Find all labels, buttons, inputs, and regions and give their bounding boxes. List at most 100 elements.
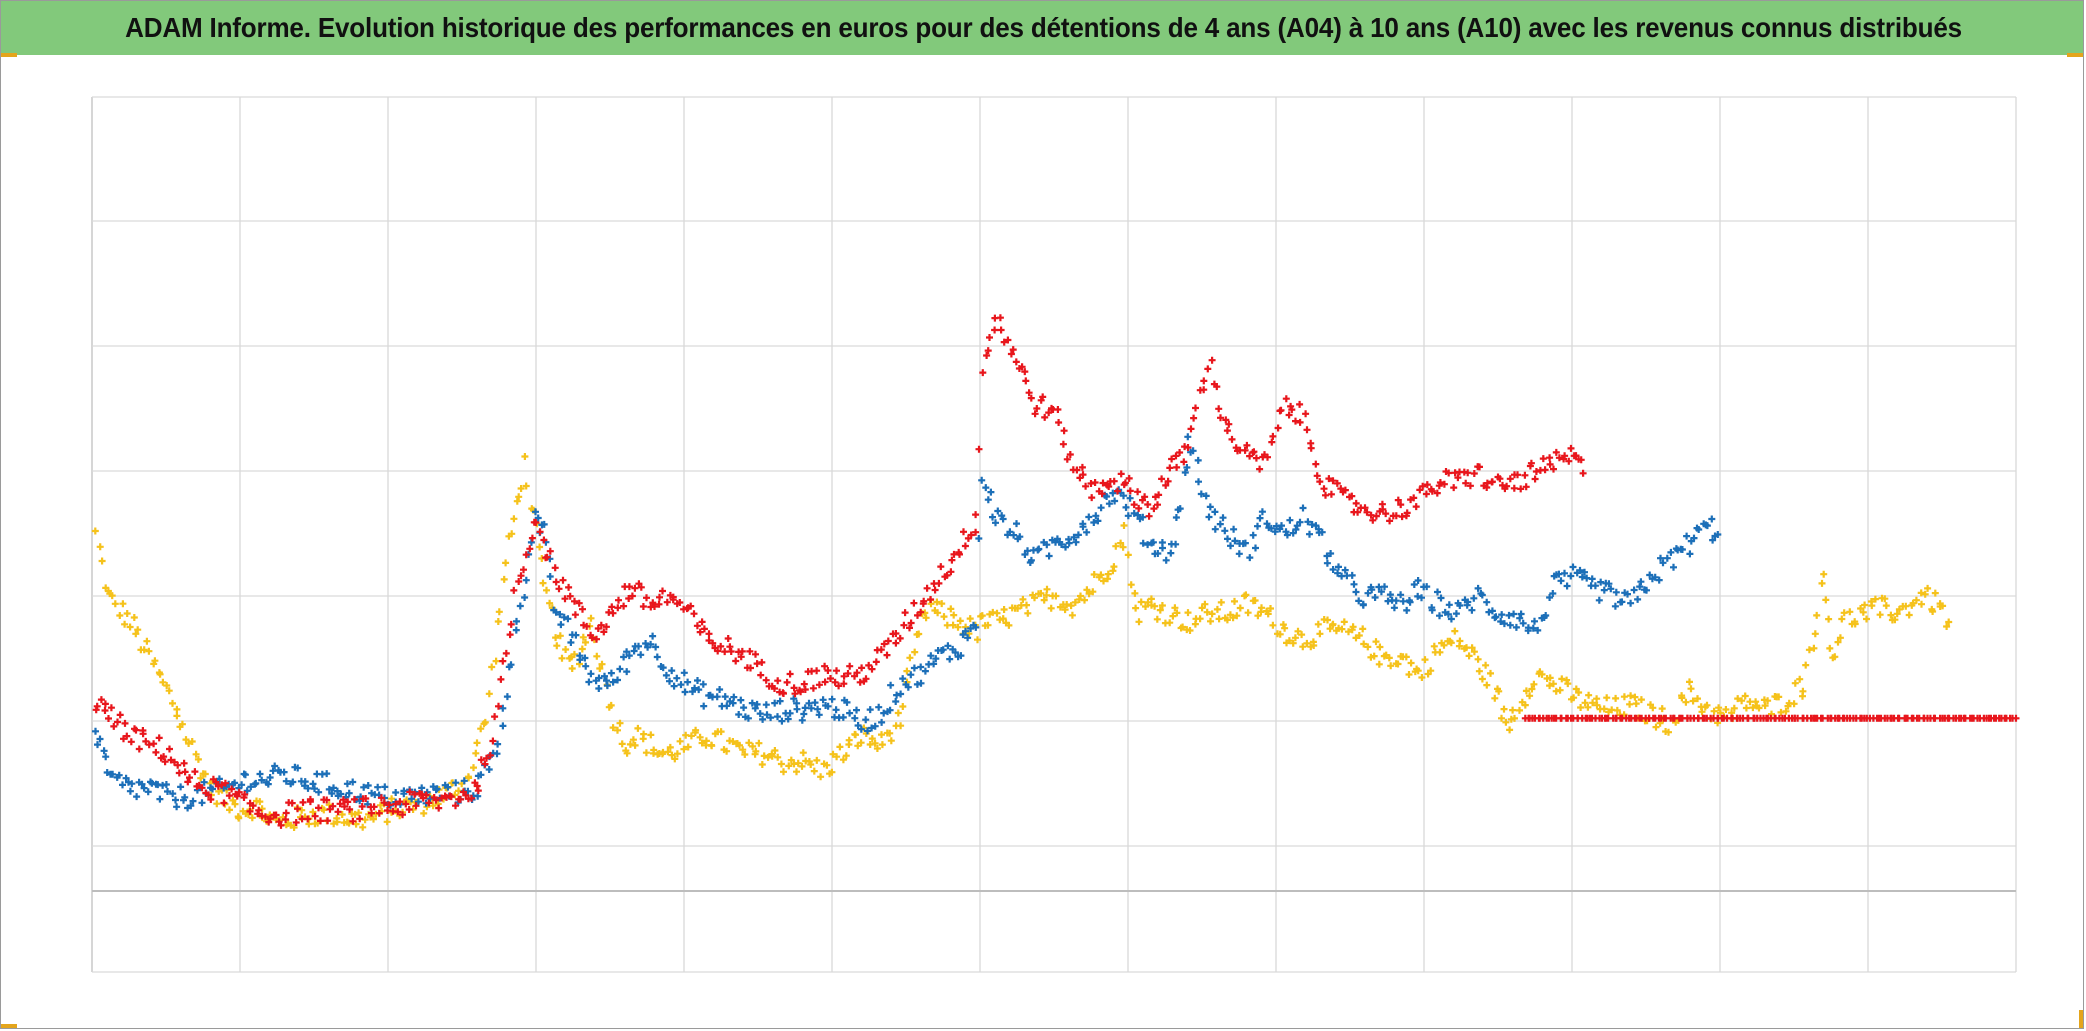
data-point <box>652 643 660 651</box>
data-point <box>587 670 595 678</box>
data-point <box>180 759 188 767</box>
data-point <box>323 770 331 778</box>
data-point <box>1281 624 1289 632</box>
data-point <box>764 753 772 761</box>
data-point <box>1184 444 1192 451</box>
data-point <box>160 753 168 761</box>
data-point <box>1805 646 1813 654</box>
data-point <box>716 686 724 693</box>
data-point <box>277 821 285 829</box>
data-point <box>1338 625 1346 633</box>
data-point <box>1563 676 1571 684</box>
data-point <box>543 553 551 561</box>
data-point <box>1314 620 1322 628</box>
data-point <box>937 563 945 571</box>
data-point <box>266 815 274 823</box>
data-point <box>173 712 181 720</box>
data-point <box>1329 620 1337 628</box>
data-point <box>840 672 848 680</box>
data-point <box>1549 590 1557 597</box>
data-point <box>1492 613 1500 621</box>
data-point <box>145 647 153 655</box>
data-point <box>1172 452 1180 460</box>
data-point <box>1663 554 1671 562</box>
data-point <box>917 608 925 616</box>
data-point <box>1488 607 1496 615</box>
data-point <box>693 622 701 630</box>
data-point <box>721 648 729 656</box>
data-point <box>294 805 301 813</box>
data-point <box>1546 454 1554 462</box>
data-point <box>934 609 942 617</box>
data-point <box>1065 539 1073 547</box>
data-point <box>1269 621 1277 629</box>
data-point <box>1150 505 1158 513</box>
data-point <box>406 788 414 796</box>
data-point <box>1390 604 1398 612</box>
data-point <box>128 780 136 788</box>
data-point <box>794 759 802 767</box>
data-point <box>546 573 554 580</box>
data-point <box>1340 618 1348 626</box>
data-point <box>261 813 269 821</box>
data-point <box>1099 479 1107 487</box>
data-point <box>156 670 164 678</box>
data-point <box>687 602 695 610</box>
data-point <box>349 778 357 786</box>
data-point <box>868 735 876 743</box>
data-point <box>691 684 699 692</box>
data-point <box>1105 500 1113 508</box>
data-point <box>1595 596 1603 604</box>
data-point <box>1189 447 1197 455</box>
data-point <box>747 664 754 672</box>
data-point <box>827 675 834 682</box>
data-point <box>1483 598 1491 606</box>
data-point <box>163 682 171 689</box>
data-point <box>132 630 140 638</box>
data-point <box>857 725 865 733</box>
data-point <box>1517 610 1525 618</box>
data-point <box>1818 579 1826 587</box>
data-point <box>178 720 186 728</box>
data-point <box>164 788 171 795</box>
data-point <box>880 709 888 717</box>
data-point <box>831 678 839 686</box>
data-point <box>241 791 249 798</box>
data-point <box>1452 610 1460 618</box>
data-point <box>552 634 560 642</box>
data-point <box>1482 661 1490 669</box>
data-point <box>1577 456 1585 464</box>
data-point <box>1217 598 1225 606</box>
data-point <box>238 781 246 789</box>
data-point <box>1498 714 1505 722</box>
data-point <box>783 678 791 686</box>
data-point <box>1083 586 1091 594</box>
data-point <box>798 716 806 724</box>
data-point <box>746 647 754 655</box>
data-point <box>1505 611 1513 619</box>
data-point <box>1637 578 1645 586</box>
data-point <box>907 671 915 679</box>
data-point <box>1386 517 1394 525</box>
data-point <box>1176 505 1184 513</box>
data-point <box>798 762 806 770</box>
data-point <box>799 749 807 757</box>
data-point <box>1517 485 1525 493</box>
data-point <box>637 651 645 659</box>
data-point <box>603 682 611 690</box>
data-point <box>1386 591 1394 599</box>
data-point <box>1267 605 1274 612</box>
data-point <box>1531 617 1538 625</box>
data-point <box>1000 338 1008 346</box>
data-point <box>585 678 593 686</box>
data-point <box>809 684 817 692</box>
data-point <box>1137 598 1145 606</box>
data-point <box>1183 464 1191 471</box>
data-point <box>640 730 648 738</box>
data-point <box>231 779 239 787</box>
data-point <box>1110 477 1118 485</box>
data-point <box>1236 604 1244 612</box>
data-point <box>1213 383 1221 391</box>
data-point <box>868 724 876 732</box>
data-point <box>383 818 391 826</box>
